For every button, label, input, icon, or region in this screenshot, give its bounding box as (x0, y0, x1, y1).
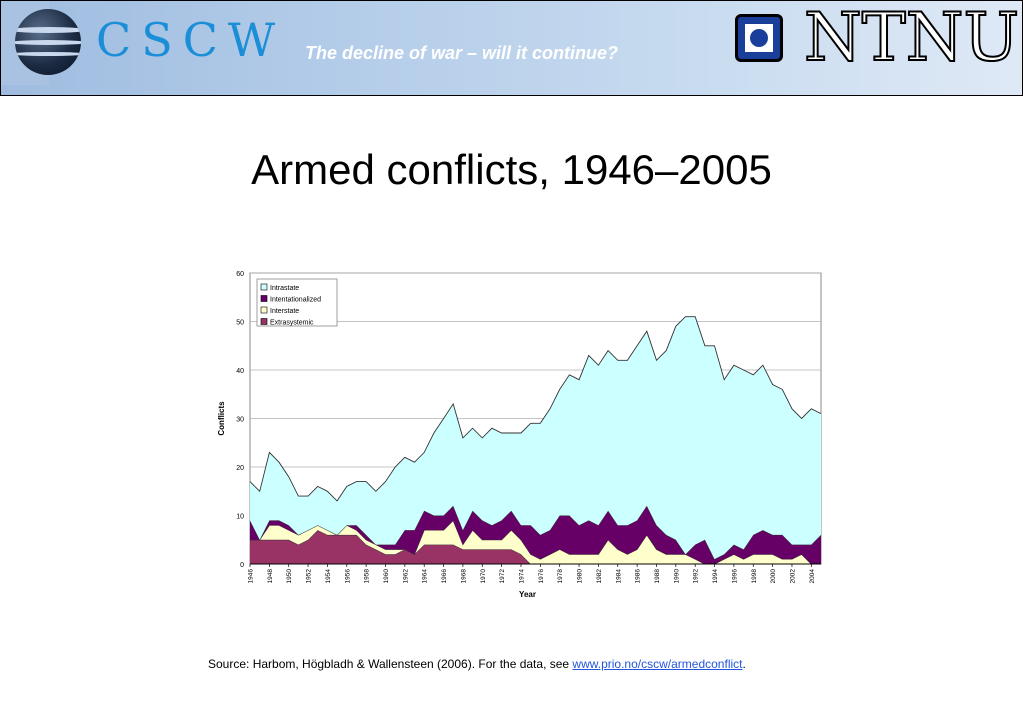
globe-icon (15, 9, 81, 75)
x-tick-label: 1980 (577, 569, 584, 584)
x-tick-label: 1956 (344, 569, 351, 584)
cscw-logo: CSCW (96, 13, 286, 67)
x-tick-label: 1972 (499, 569, 506, 584)
x-tick-label: 2000 (770, 569, 777, 584)
legend-swatch (260, 283, 268, 291)
x-tick-label: 1974 (518, 569, 525, 584)
y-axis: 0 10 20 30 40 50 60 (236, 271, 244, 569)
y-tick-label: 40 (236, 368, 244, 375)
x-tick-label: 1964 (422, 569, 429, 584)
x-tick-label: 1976 (538, 569, 545, 584)
area-intrastate (250, 316, 821, 560)
legend-label: Extrasystemic (270, 320, 314, 327)
area-edge-intrastate (249, 316, 822, 502)
y-tick-label: 30 (236, 417, 244, 424)
x-tick-label: 1992 (693, 569, 700, 584)
slide-header: CSCW The decline of war – will it contin… (0, 0, 1023, 96)
y-axis-label: Conflicts (217, 401, 226, 436)
area-extrasystemic (250, 530, 821, 564)
y-tick-label: 50 (236, 320, 244, 327)
x-tick-label: 1998 (751, 569, 758, 584)
x-tick-label: 1984 (615, 569, 622, 584)
x-tick-label: 1994 (712, 569, 719, 584)
x-tick-label: 1990 (673, 569, 680, 584)
x-tick-label: 1948 (267, 569, 274, 584)
x-tick-label: 1958 (364, 569, 371, 584)
legend-label: Interstate (270, 308, 299, 315)
chart-legend: Intrastate Intentationalized Interstate Ext… (256, 278, 338, 327)
x-tick-label: 2004 (809, 569, 816, 584)
source-text: Source: Harbom, Högbladh & Wallensteen (… (208, 657, 573, 671)
x-tick-label: 1966 (441, 569, 448, 584)
x-tick-label: 1996 (731, 569, 738, 584)
x-axis-label: Year (519, 590, 536, 599)
legend-swatch (260, 306, 268, 314)
legend-label: Intrastate (270, 285, 299, 292)
x-tick-label: 2002 (789, 569, 796, 584)
chart-areas (249, 316, 822, 565)
area-intentationalized (250, 505, 821, 564)
source-link[interactable]: www.prio.no/cscw/armedconflict (572, 657, 743, 671)
area-interstate (250, 520, 821, 564)
x-axis: 1946 1948 1950 1952 1954 1956 1958 1960 1962 1964… (248, 563, 821, 584)
x-tick-label: 1962 (402, 569, 409, 584)
source-note: Source: Harbom, Högbladh & Wallensteen (… (208, 657, 746, 671)
x-tick-label: 1988 (654, 569, 661, 584)
y-tick-label: 60 (236, 271, 244, 278)
page-title: Armed conflicts, 1946–2005 (251, 146, 772, 193)
x-tick-label: 1954 (325, 569, 332, 584)
ntnu-emblem-icon (735, 14, 783, 62)
x-tick-label: 1952 (306, 569, 313, 584)
legend-box (256, 278, 338, 327)
y-tick-label: 0 (240, 562, 244, 569)
legend-swatch (260, 318, 268, 325)
source-suffix: . (742, 657, 746, 671)
x-tick-label: 1950 (286, 569, 293, 584)
y-tick-label: 10 (236, 514, 244, 521)
x-tick-label: 1968 (460, 569, 467, 584)
legend-swatch (260, 295, 268, 302)
x-tick-label: 1986 (635, 569, 642, 584)
x-tick-label: 1978 (557, 569, 564, 584)
x-tick-label: 1946 (248, 569, 255, 584)
legend-label: Intentationalized (270, 297, 321, 304)
x-tick-label: 1970 (480, 569, 487, 584)
header-title: The decline of war – will it continue? (305, 43, 619, 63)
x-tick-label: 1982 (596, 569, 603, 584)
y-tick-label: 20 (236, 465, 244, 472)
x-tick-label: 1960 (383, 569, 390, 584)
ntnu-logo: NTNU (803, 0, 1020, 77)
